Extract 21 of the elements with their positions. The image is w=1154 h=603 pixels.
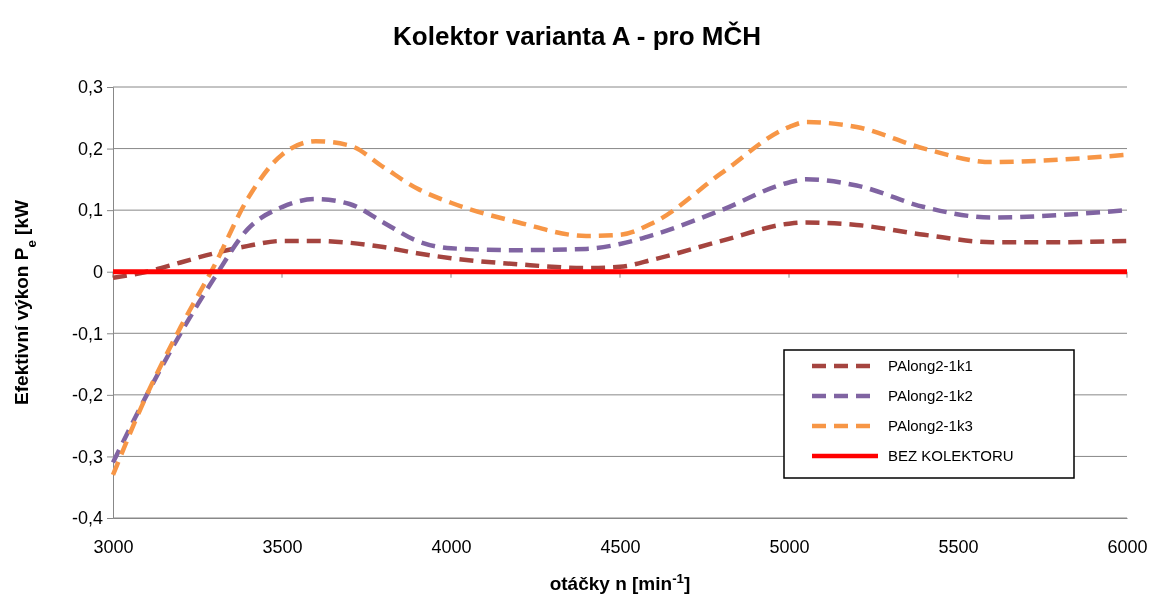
x-tick-label: 4500: [600, 536, 641, 557]
y-tick-label: 0,2: [77, 138, 103, 159]
y-tick-label: 0,1: [77, 200, 103, 221]
y-tick-label: 0: [92, 261, 103, 282]
legend-label: BEZ KOLEKTORU: [888, 447, 1014, 465]
legend-label: PAlong2-1k2: [888, 387, 973, 405]
y-tick-label: -0,1: [71, 323, 103, 344]
x-axis-title: otáčky n [min$^{-1}$]: [549, 570, 691, 594]
y-tick-label: -0,3: [71, 446, 103, 467]
x-tick-label: 4000: [431, 536, 472, 557]
legend-label: PAlong2-1k1: [888, 357, 973, 375]
chart-title: Kolektor varianta A - pro MČH: [393, 21, 761, 51]
y-tick-label: -0,4: [71, 508, 103, 529]
x-tick-label: 5000: [769, 536, 810, 557]
y-tick-label: 0,3: [77, 77, 103, 98]
x-tick-label: 6000: [1107, 536, 1148, 557]
y-tick-label: -0,2: [71, 385, 103, 406]
x-tick-label: 3500: [262, 536, 303, 557]
legend-label: PAlong2-1k3: [888, 417, 973, 435]
x-tick-label: 3000: [93, 536, 134, 557]
x-tick-label: 5500: [938, 536, 979, 557]
